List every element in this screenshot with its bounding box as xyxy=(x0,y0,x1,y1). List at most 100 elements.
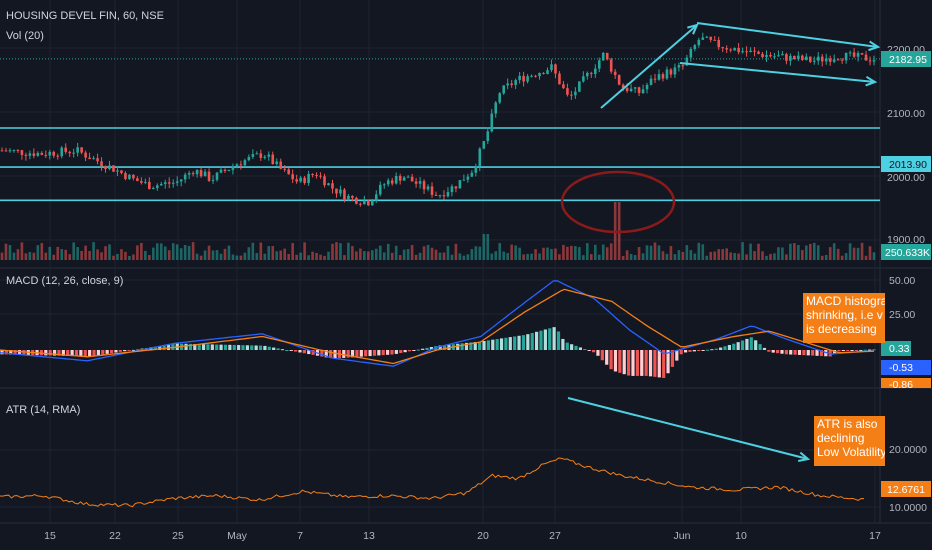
macd-hist-bar-67 xyxy=(293,350,298,352)
macd-hist-bar-83 xyxy=(364,350,368,357)
channel-bottom-arrow-head xyxy=(865,75,878,87)
candle-body-21 xyxy=(84,152,87,158)
candle-body-14 xyxy=(56,155,60,157)
volume-bar-33 xyxy=(132,254,135,260)
candle-body-101 xyxy=(402,177,406,181)
candle-body-152 xyxy=(605,52,609,60)
candle-body-143 xyxy=(570,94,573,96)
candle-body-127 xyxy=(506,83,509,86)
candle-body-79 xyxy=(315,174,318,176)
volume-bar-131 xyxy=(522,254,525,260)
macd-hist-label: 0.33 xyxy=(889,343,910,355)
candle-body-158 xyxy=(629,88,633,92)
macd-hist-bar-181 xyxy=(793,350,797,355)
candle-body-11 xyxy=(44,154,48,156)
atr-annotation[interactable]: ATR is also declining Low Volatility xyxy=(814,416,885,466)
macd-hist-bar-48 xyxy=(210,344,214,350)
candle-body-184 xyxy=(733,48,736,51)
macd-hist-bar-88 xyxy=(386,350,390,355)
macd-hist-bar-45 xyxy=(197,344,201,350)
macd-hist-bar-61 xyxy=(267,346,271,350)
volume-bar-178 xyxy=(709,251,713,260)
volume-bar-192 xyxy=(765,255,768,260)
candle-body-39 xyxy=(155,185,159,189)
candle-body-219 xyxy=(872,60,876,62)
volume-bar-90 xyxy=(359,248,362,260)
macd-hist-bar-163 xyxy=(714,348,718,350)
macd-hist-bar-1 xyxy=(4,350,8,355)
candle-body-186 xyxy=(741,51,744,53)
candle-body-86 xyxy=(343,189,346,200)
volume-bar-5 xyxy=(20,242,24,260)
macd-hist-bar-78 xyxy=(342,350,346,358)
macd-hist-bar-119 xyxy=(521,335,526,350)
symbol-title: HOUSING DEVEL FIN, 60, NSE xyxy=(6,10,164,22)
volume-bar-67 xyxy=(267,246,271,260)
candle-body-189 xyxy=(753,50,756,52)
volume-bar-156 xyxy=(621,255,625,260)
volume-bar-157 xyxy=(625,250,629,260)
candle-body-183 xyxy=(729,49,732,51)
candle-body-163 xyxy=(649,78,653,85)
macd-hist-bar-113 xyxy=(495,339,499,350)
price-tick-2000: 2000.00 xyxy=(887,172,925,184)
volume-bar-43 xyxy=(171,243,175,260)
candle-body-154 xyxy=(613,71,617,76)
volume-bar-137 xyxy=(546,247,549,260)
candle-body-2 xyxy=(8,150,12,152)
volume-bar-42 xyxy=(167,250,171,260)
candle-body-211 xyxy=(840,59,844,61)
macd-hist-bar-36 xyxy=(158,345,162,350)
channel-top-arrow-head xyxy=(868,40,881,52)
volume-bar-17 xyxy=(68,254,71,260)
candle-body-54 xyxy=(215,172,219,180)
macd-hist-bar-156 xyxy=(683,350,688,353)
candle-body-33 xyxy=(132,174,135,179)
macd-hist-bar-44 xyxy=(193,343,197,350)
candle-body-215 xyxy=(856,53,860,57)
volume-bar-165 xyxy=(657,245,661,260)
volume-bar-71 xyxy=(283,248,287,260)
macd-tick-25: 25.00 xyxy=(889,309,915,321)
macd-hist-bar-196 xyxy=(859,349,863,351)
trend-drawings[interactable] xyxy=(560,22,881,462)
candle-body-75 xyxy=(299,177,302,182)
macd-hist-bar-3 xyxy=(13,350,17,355)
candle-body-116 xyxy=(462,179,466,181)
candle-body-178 xyxy=(709,36,713,40)
volume-bar-8 xyxy=(32,252,36,260)
volume-bar-86 xyxy=(343,255,346,260)
candle-body-122 xyxy=(486,131,490,142)
candle-body-9 xyxy=(36,152,40,156)
volume-bar-203 xyxy=(808,243,812,260)
candle-body-45 xyxy=(179,179,183,182)
volume-bar-47 xyxy=(187,245,191,260)
macd-hist-bar-121 xyxy=(530,333,534,350)
macd-hist-bar-59 xyxy=(258,345,263,350)
candle-body-13 xyxy=(52,151,56,156)
macd-hist-bar-11 xyxy=(48,350,52,356)
volume-bar-129 xyxy=(514,245,517,260)
candle-body-133 xyxy=(530,75,533,77)
candle-body-53 xyxy=(211,179,215,181)
macd-annotation[interactable]: MACD histogra shrinking, i.e v is decrea… xyxy=(803,293,885,343)
candle-body-207 xyxy=(824,58,828,62)
candle-body-22 xyxy=(88,157,91,160)
macd-hist-bar-90 xyxy=(394,350,398,354)
candle-body-70 xyxy=(279,161,283,169)
macd-hist-bar-17 xyxy=(74,350,79,357)
macd-hist-bar-24 xyxy=(105,350,109,354)
macd-hist-bar-55 xyxy=(241,345,245,350)
candle-body-159 xyxy=(633,87,637,89)
volume-bar-208 xyxy=(828,247,832,260)
candle-body-3 xyxy=(12,149,16,151)
macd-hist-bar-93 xyxy=(407,350,412,352)
volume-bar-120 xyxy=(478,246,482,260)
volume-bar-136 xyxy=(542,247,545,260)
volume-bar-72 xyxy=(287,254,290,260)
macd-hist-bar-145 xyxy=(635,350,639,376)
macd-hist-bar-127 xyxy=(556,331,561,350)
volume-legend: Vol (20) xyxy=(6,30,44,42)
macd-hist-bar-108 xyxy=(473,341,477,350)
volume-bar-100 xyxy=(398,255,402,260)
